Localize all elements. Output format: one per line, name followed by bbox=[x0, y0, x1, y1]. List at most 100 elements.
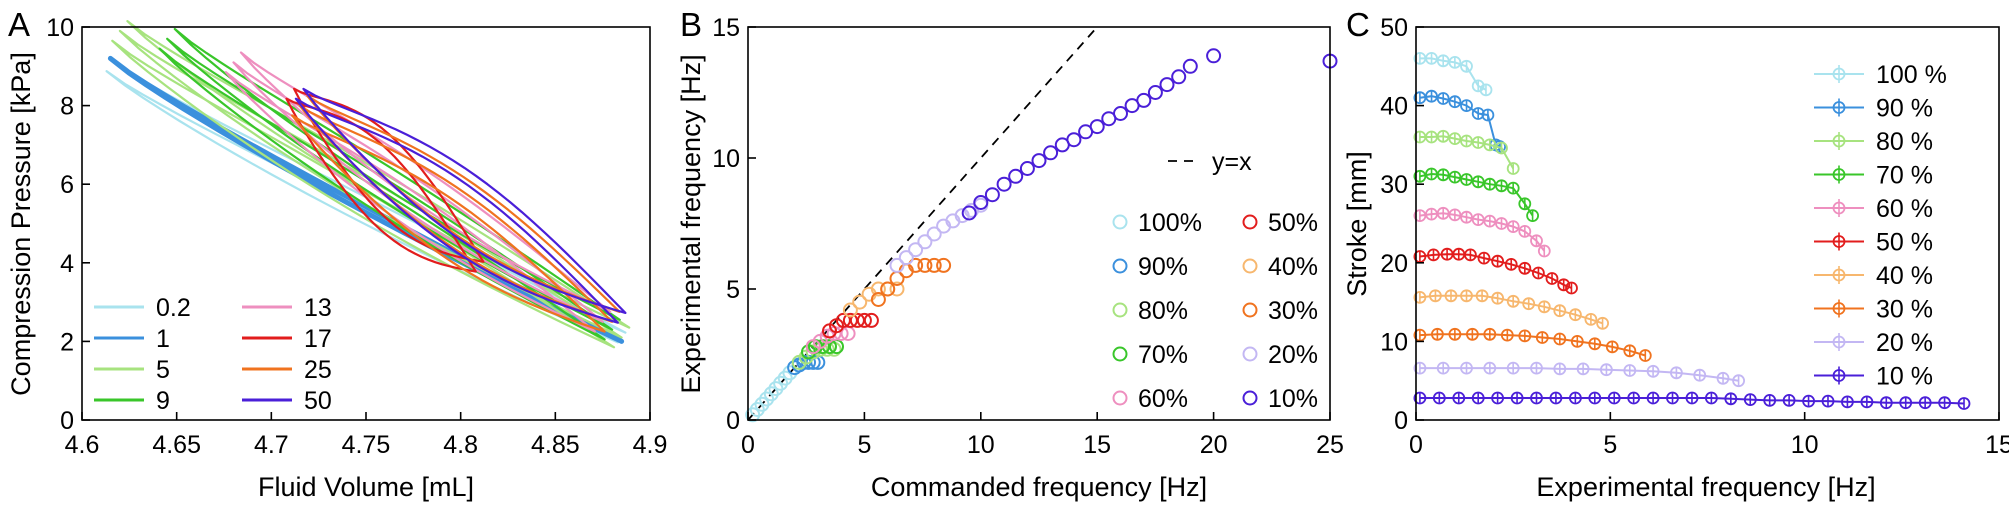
point-50% bbox=[863, 312, 879, 328]
legend-a-label: 13 bbox=[304, 294, 332, 322]
line-20% bbox=[1419, 367, 1739, 382]
panel-a-ytick-label: 4 bbox=[60, 250, 74, 278]
legend-c-marker bbox=[1832, 201, 1846, 215]
panel-c-axes-box bbox=[1415, 26, 2000, 421]
panel-b-ylabel: Experimental frequency [Hz] bbox=[676, 54, 706, 393]
marker-70% bbox=[1448, 170, 1462, 184]
point-30% bbox=[926, 257, 942, 273]
panel-c: C 0 5 10 15 0 10 20 30 40 50 Experimental frequen… bbox=[1342, 6, 2009, 502]
marker-20% bbox=[1646, 364, 1660, 378]
point-10% bbox=[1136, 92, 1152, 108]
legend-b-label: 90% bbox=[1138, 253, 1188, 281]
marker-80% bbox=[1495, 141, 1508, 155]
marker-30% bbox=[1483, 327, 1497, 341]
loop-9 bbox=[158, 47, 606, 341]
panel-c-xtick-label: 10 bbox=[1791, 431, 1819, 459]
marker-90% bbox=[1425, 89, 1438, 103]
marker-60% bbox=[1460, 210, 1473, 224]
point-30% bbox=[936, 257, 952, 273]
marker-70% bbox=[1413, 169, 1427, 183]
marker-40% bbox=[1553, 304, 1567, 318]
marker-10% bbox=[1743, 393, 1757, 407]
legend-b-swatch bbox=[1242, 390, 1258, 406]
point-20% bbox=[926, 226, 942, 242]
marker-10% bbox=[1432, 391, 1446, 405]
panel-c-series bbox=[1413, 52, 1971, 410]
legend-c-label: 70 % bbox=[1876, 162, 1933, 190]
marker-80% bbox=[1448, 132, 1462, 146]
marker-30% bbox=[1605, 340, 1619, 354]
marker-60% bbox=[1537, 244, 1551, 258]
marker-30% bbox=[1518, 329, 1532, 343]
legend-c-label: 40 % bbox=[1876, 262, 1933, 290]
marker-40% bbox=[1429, 289, 1442, 303]
marker-30% bbox=[1500, 328, 1514, 342]
marker-80% bbox=[1483, 138, 1497, 152]
panel-a-ylabel: Compression Pressure [kPa] bbox=[6, 52, 36, 396]
marker-10% bbox=[1491, 391, 1504, 405]
marker-30% bbox=[1553, 332, 1567, 346]
legend-c-marker bbox=[1832, 235, 1846, 248]
panel-c-xtick-label: 0 bbox=[1409, 431, 1423, 459]
marker-40% bbox=[1537, 300, 1551, 314]
marker-10% bbox=[1821, 394, 1835, 408]
panel-b-ytick-label: 10 bbox=[712, 145, 740, 173]
marker-40% bbox=[1475, 289, 1489, 303]
marker-20% bbox=[1530, 361, 1543, 375]
line-30% bbox=[1419, 333, 1646, 357]
point-10% bbox=[1182, 58, 1198, 74]
point-30% bbox=[908, 257, 924, 273]
marker-10% bbox=[1607, 391, 1621, 405]
marker-30% bbox=[1466, 327, 1479, 341]
legend-b-label: 30% bbox=[1268, 297, 1318, 325]
marker-60% bbox=[1518, 224, 1532, 238]
panel-c-ylabel: Stroke [mm] bbox=[1342, 151, 1372, 297]
panel-a: A 4.6 4.65 4.7 4.75 4.8 4.85 4.9 0 2 4 6 8 10 Fluid … bbox=[6, 6, 667, 502]
marker-10% bbox=[1627, 391, 1641, 405]
legend-a-label: 1 bbox=[156, 325, 170, 353]
marker-20% bbox=[1600, 363, 1613, 377]
panel-c-letter: C bbox=[1346, 6, 1370, 43]
marker-10% bbox=[1957, 397, 1971, 410]
marker-60% bbox=[1436, 206, 1450, 220]
panel-c-ticks: 0 5 10 15 0 10 20 30 40 50 bbox=[1380, 14, 2009, 459]
loop-50 bbox=[302, 87, 627, 314]
marker-20% bbox=[1553, 362, 1567, 376]
panel-b-ytick-label: 5 bbox=[726, 276, 740, 304]
legend-b-swatch bbox=[1242, 214, 1258, 230]
marker-50% bbox=[1532, 266, 1545, 280]
marker-90% bbox=[1460, 99, 1473, 112]
marker-30% bbox=[1535, 331, 1549, 344]
legend-b-label: 80% bbox=[1138, 297, 1188, 325]
legend-a-label: 0.2 bbox=[156, 294, 191, 322]
panel-a-xtick-label: 4.85 bbox=[531, 431, 580, 459]
marker-20% bbox=[1436, 361, 1450, 375]
point-20% bbox=[908, 242, 924, 258]
legend-c-label: 20 % bbox=[1876, 329, 1933, 357]
marker-10% bbox=[1413, 391, 1427, 405]
legend-b-label: 60% bbox=[1138, 385, 1188, 413]
panel-b-axes-box bbox=[747, 26, 1331, 421]
legend-c-marker bbox=[1832, 268, 1846, 282]
marker-20% bbox=[1483, 361, 1497, 375]
point-30% bbox=[870, 292, 886, 307]
point-10% bbox=[1019, 161, 1035, 176]
marker-30% bbox=[1570, 334, 1584, 348]
marker-10% bbox=[1763, 393, 1777, 407]
marker-20% bbox=[1413, 361, 1427, 375]
marker-80% bbox=[1471, 136, 1485, 149]
line-60% bbox=[1419, 212, 1546, 252]
marker-60% bbox=[1483, 214, 1497, 228]
marker-50% bbox=[1518, 261, 1532, 275]
legend-b-label: 10% bbox=[1268, 385, 1318, 413]
marker-10% bbox=[1724, 392, 1738, 406]
panel-b-points bbox=[745, 48, 1338, 423]
panel-c-legend: 100 % 90 % 80 % 70 % 60 % 50 % 40 % 30 % 20 % 10 … bbox=[1814, 61, 1947, 391]
marker-90% bbox=[1481, 108, 1495, 122]
marker-10% bbox=[1860, 395, 1874, 409]
marker-100% bbox=[1436, 54, 1450, 68]
point-40% bbox=[842, 302, 858, 318]
marker-20% bbox=[1716, 371, 1730, 385]
marker-70% bbox=[1526, 209, 1539, 223]
